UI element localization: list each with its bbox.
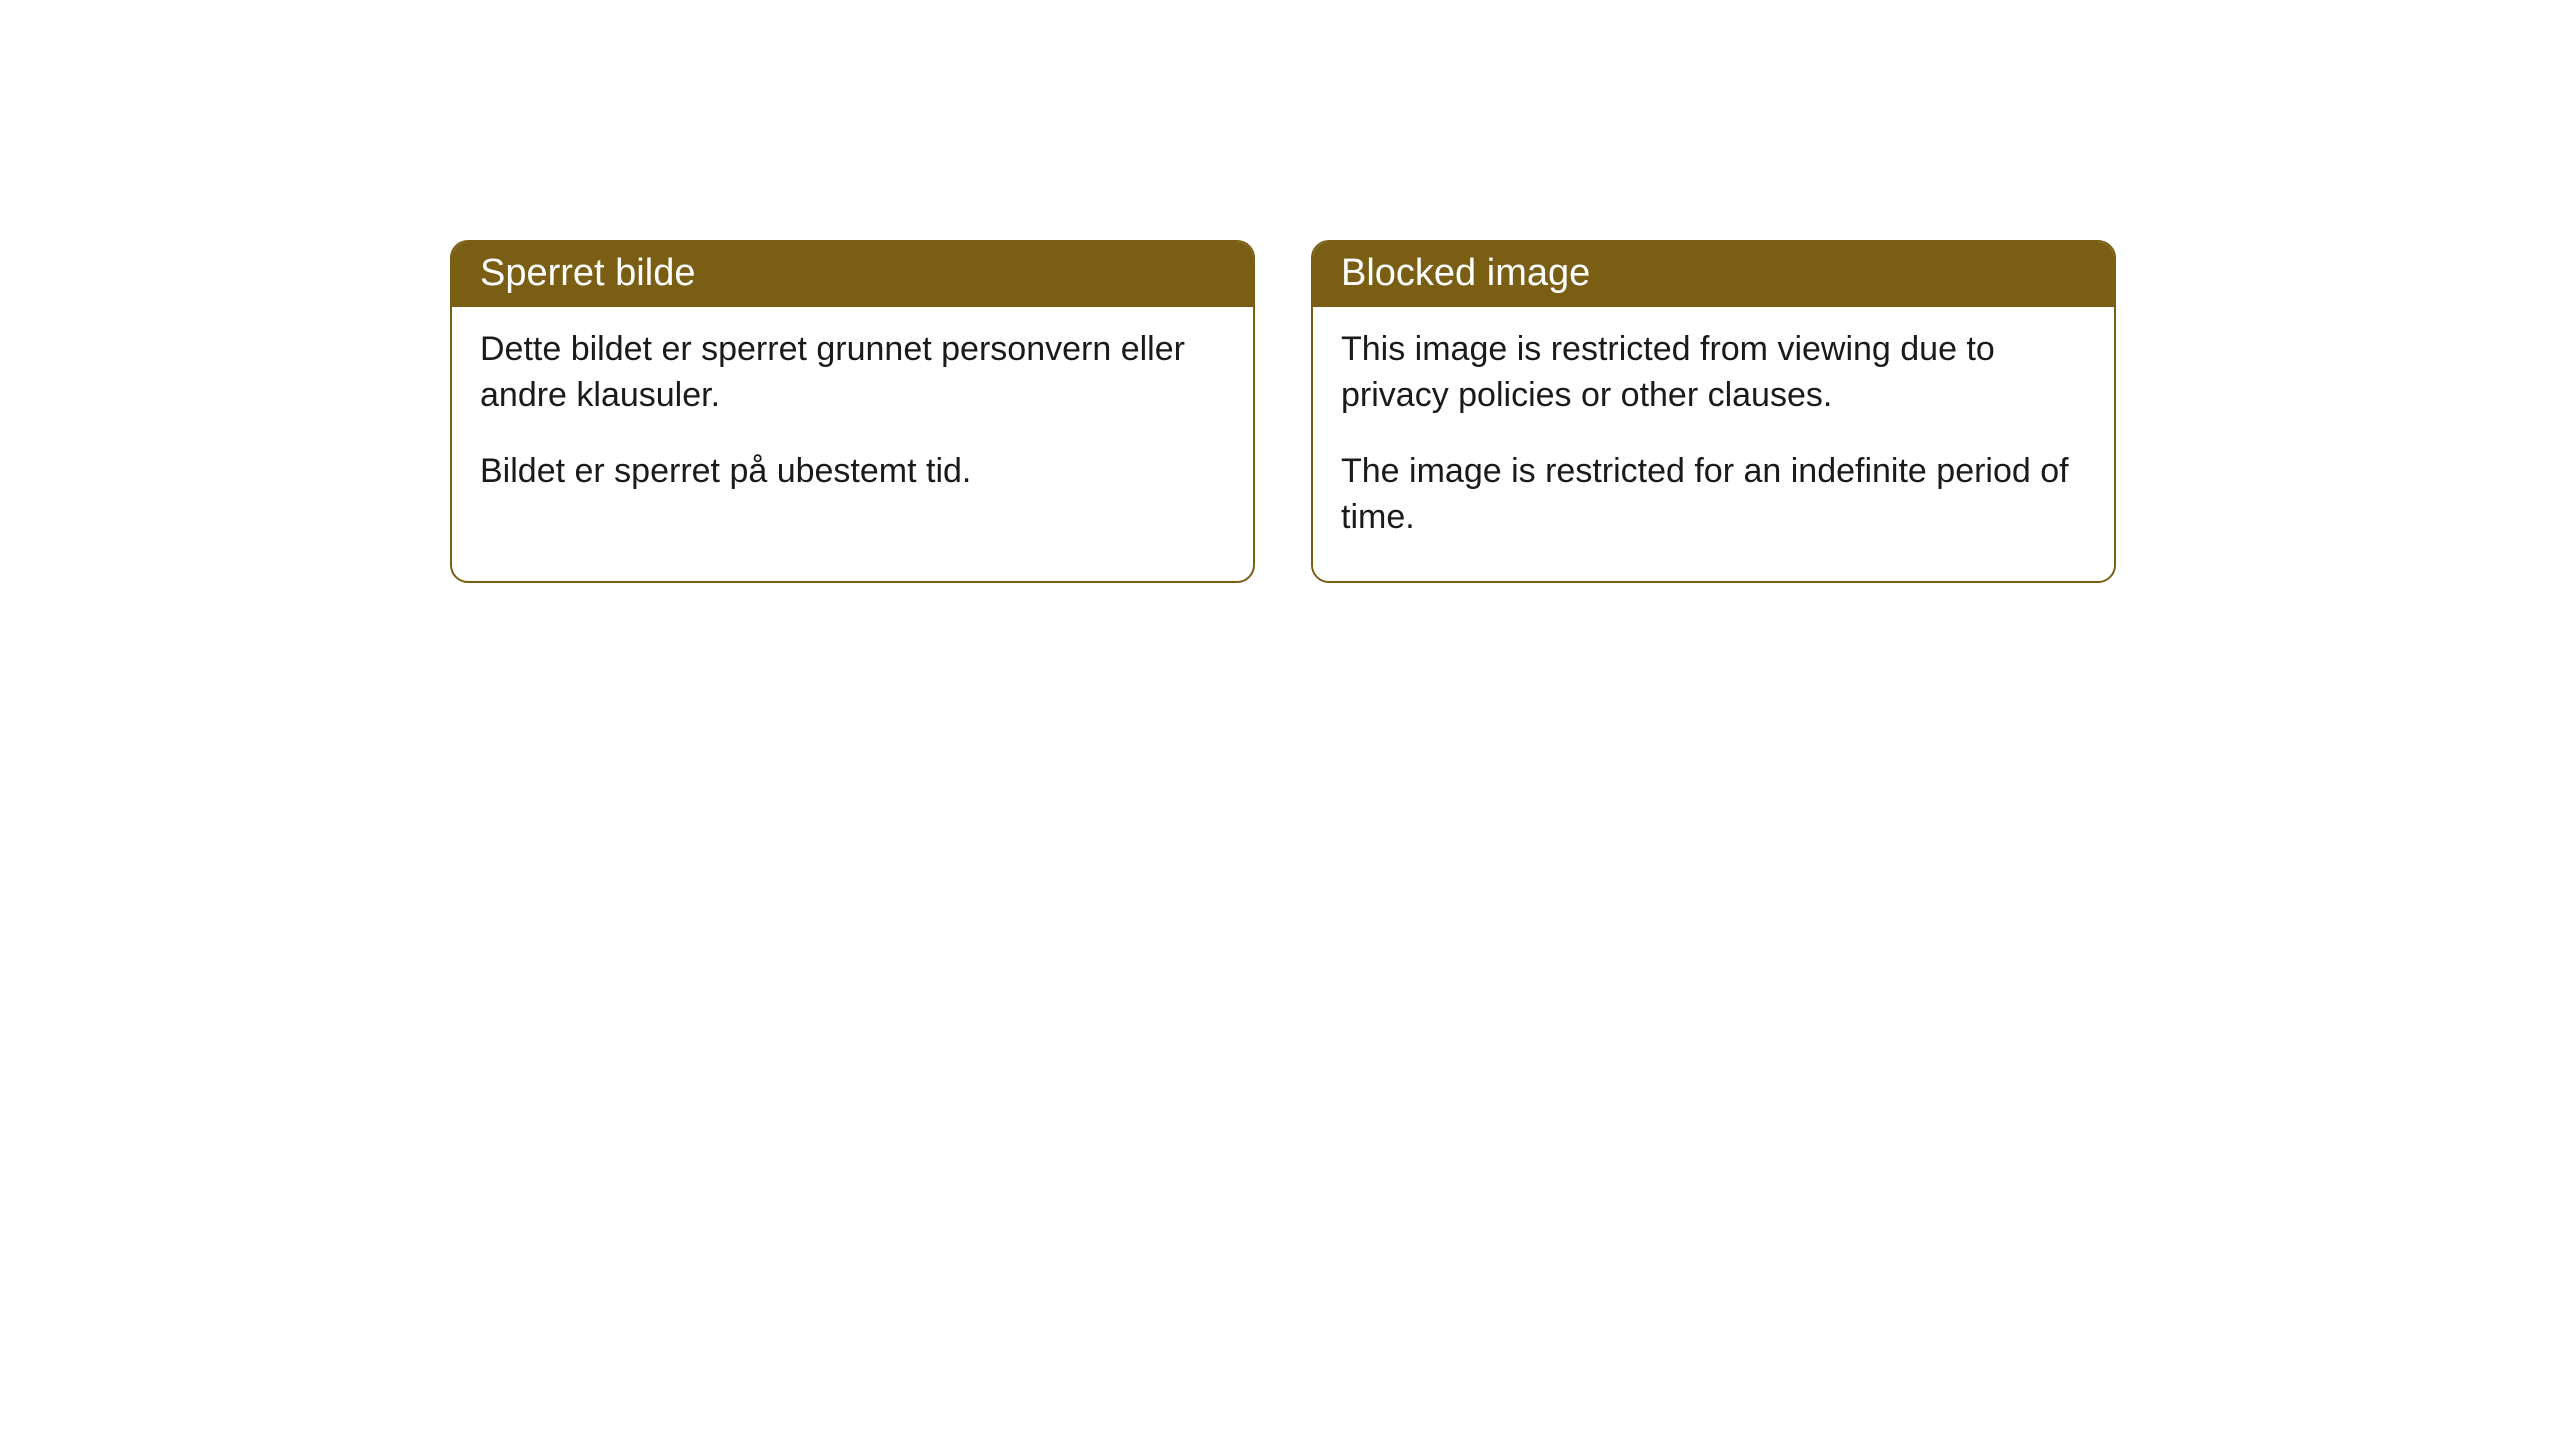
- card-header-norwegian: Sperret bilde: [452, 242, 1253, 307]
- notice-card-english: Blocked image This image is restricted f…: [1311, 240, 2116, 583]
- notice-container: Sperret bilde Dette bildet er sperret gr…: [0, 0, 2560, 583]
- notice-card-norwegian: Sperret bilde Dette bildet er sperret gr…: [450, 240, 1255, 583]
- card-paragraph: Dette bildet er sperret grunnet personve…: [480, 327, 1225, 419]
- card-body-norwegian: Dette bildet er sperret grunnet personve…: [452, 307, 1253, 535]
- card-body-english: This image is restricted from viewing du…: [1313, 307, 2114, 581]
- card-header-english: Blocked image: [1313, 242, 2114, 307]
- card-paragraph: This image is restricted from viewing du…: [1341, 327, 2086, 419]
- card-paragraph: Bildet er sperret på ubestemt tid.: [480, 449, 1225, 495]
- card-paragraph: The image is restricted for an indefinit…: [1341, 449, 2086, 541]
